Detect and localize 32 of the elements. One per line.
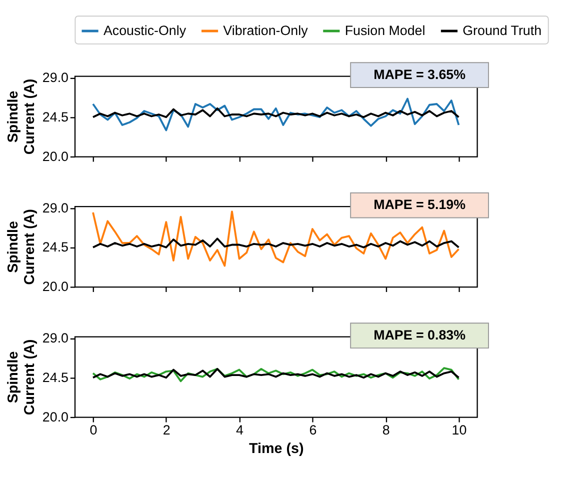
annotation: MAPE = 5.19% — [374, 197, 466, 212]
x-tick-label: 0 — [90, 422, 98, 438]
y-tick-label: 24.5 — [42, 109, 68, 124]
x-tick-label: 4 — [236, 422, 244, 438]
annotation: MAPE = 3.65% — [374, 66, 466, 82]
x-tick-label: 2 — [162, 422, 170, 438]
y-axis-title: Spindle Current (A) — [5, 208, 38, 285]
y-axis-title: Spindle Current (A) — [5, 339, 38, 416]
line-series — [92, 238, 460, 248]
y-tick-label: 20.0 — [42, 279, 68, 294]
annotation: MAPE = 0.83% — [374, 327, 466, 342]
y-tick-label: 24.5 — [42, 370, 68, 385]
line-series — [92, 368, 460, 379]
y-tick-label: 29.0 — [42, 200, 68, 216]
y-tick-label: 20.0 — [42, 148, 68, 164]
x-tick-label: 8 — [382, 422, 390, 438]
y-axis-title: Spindle Current (A) — [5, 78, 38, 155]
y-tick-label: 20.0 — [42, 409, 68, 424]
x-tick-label: 6 — [309, 422, 317, 438]
x-tick-label: 10 — [452, 422, 467, 438]
y-tick-label: 29.0 — [42, 330, 68, 346]
y-tick-label: 29.0 — [42, 70, 68, 86]
legend-label: Fusion Model — [344, 22, 426, 38]
line-series — [92, 98, 460, 132]
line-series — [92, 210, 460, 267]
legend-label: Ground Truth — [462, 22, 542, 38]
line-series — [92, 367, 460, 382]
y-tick-label: 24.5 — [42, 240, 68, 255]
x-axis-title: Time (s) — [248, 440, 304, 457]
line-series — [92, 107, 460, 118]
legend-label: Vibration-Only — [223, 22, 308, 38]
legend-label: Acoustic-Only — [103, 22, 186, 38]
